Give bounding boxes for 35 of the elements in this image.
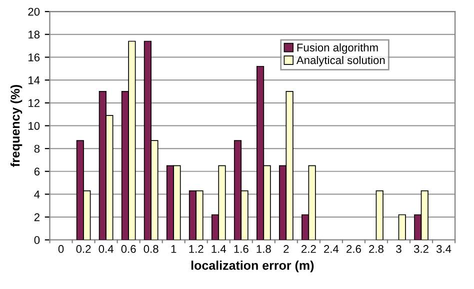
x-tick-label: 0.6 <box>121 245 136 253</box>
y-tick-label: 4 <box>34 190 40 198</box>
x-tick-label: 2.4 <box>324 245 339 253</box>
x-tick-label: 2.2 <box>302 245 316 253</box>
y-tick-label: 0 <box>34 236 40 244</box>
x-tick-label: 0.4 <box>98 245 114 253</box>
x-tick-label: 1.4 <box>212 245 226 253</box>
x-tick-label: 3 <box>396 245 402 253</box>
x-tick-label: 0.2 <box>76 245 91 253</box>
x-tick-label: 0.8 <box>144 245 158 253</box>
legend-label: Fusion algorithm <box>297 43 378 54</box>
x-tick-label: 2.8 <box>369 245 384 253</box>
x-tick-label: 1.8 <box>256 245 271 253</box>
y-tick-label: 16 <box>28 53 40 62</box>
x-tick-label: 2.6 <box>346 245 361 253</box>
bar <box>376 190 384 240</box>
y-axis-title: frequency (%) <box>10 85 22 167</box>
y-tick-label: 2 <box>34 213 40 222</box>
x-tick-label: 3.4 <box>436 245 452 253</box>
x-tick-label: 0 <box>58 245 64 253</box>
y-tick-label: 14 <box>28 76 40 84</box>
x-tick-label: 2 <box>284 245 289 253</box>
x-axis-title: localization error (m) <box>191 260 314 272</box>
bar <box>398 214 406 240</box>
y-tick-label: 18 <box>28 30 40 39</box>
legend-label: Analytical solution <box>296 56 385 66</box>
y-tick-label: 10 <box>28 122 40 130</box>
y-tick-label: 6 <box>34 168 40 176</box>
y-tick-label: 12 <box>28 99 40 107</box>
y-tick-label: 20 <box>28 8 40 16</box>
x-tick-label: 1.6 <box>234 245 248 253</box>
x-tick-label: 1.2 <box>189 245 204 253</box>
x-tick-label: 3.2 <box>414 245 428 253</box>
x-tick-label: 1 <box>171 245 176 253</box>
y-tick-label: 8 <box>34 144 40 153</box>
